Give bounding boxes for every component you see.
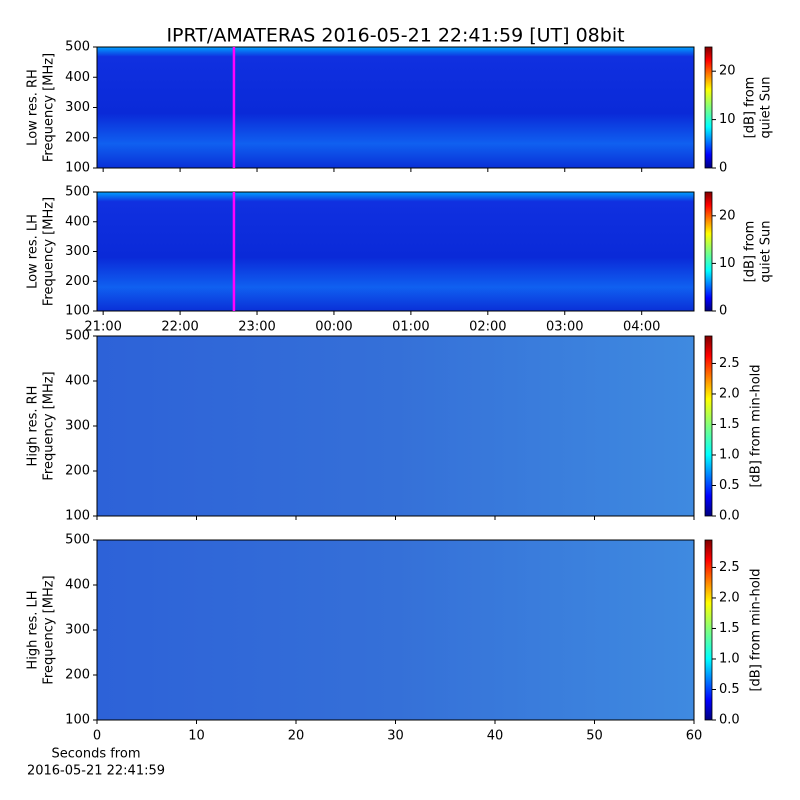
colorbar-tick-label: 0.5 [719,478,740,493]
spectrogram-image [97,192,694,311]
y-tick-label: 500 [65,185,90,200]
colorbar-tick-label: 1.0 [719,651,740,666]
y-tick-label: 400 [65,374,90,389]
x-axis-label: 2016-05-21 22:41:59 [27,764,165,779]
y-axis-label: Frequency [MHz] [42,575,57,684]
y-tick-label: 300 [65,100,90,115]
y-tick-label: 200 [65,464,90,479]
y-tick-label: 200 [65,668,90,683]
y-axis-label: Low res. RH [26,69,41,146]
y-axis-label: High res. LH [26,590,41,669]
x-tick-label: 40 [487,729,504,744]
colorbar-label: quiet Sun [759,76,774,138]
colorbar-label: [dB] from min-hold [749,364,764,487]
y-axis-label: Frequency [MHz] [42,197,57,306]
colorbar-tick-label: 0.5 [719,682,740,697]
y-tick-label: 400 [65,578,90,593]
x-tick-label: 04:00 [623,320,660,335]
y-tick-label: 200 [65,274,90,289]
x-tick-label: 20 [288,729,305,744]
x-tick-label: 60 [686,729,703,744]
chart-title: IPRT/AMATERAS 2016-05-21 22:41:59 [UT] 0… [166,25,624,47]
y-tick-label: 500 [65,40,90,55]
colorbar-tick-label: 2.0 [719,590,740,605]
y-axis-label: Low res. LH [26,214,41,289]
colorbar-tick-label: 1.5 [719,417,740,432]
y-axis-label: Frequency [MHz] [42,53,57,162]
spectrogram-image [97,336,694,516]
colorbar-tick-label: 10 [719,112,736,127]
x-tick-label: 00:00 [315,320,352,335]
colorbar-label: [dB] from [743,77,758,139]
x-tick-label: 10 [188,729,205,744]
colorbar-tick-label: 2.0 [719,386,740,401]
colorbar-tick-label: 1.0 [719,447,740,462]
y-axis-label: Frequency [MHz] [42,371,57,480]
y-tick-label: 100 [65,161,90,176]
y-axis-label: High res. RH [26,386,41,467]
colorbar-tick-label: 0 [719,304,727,319]
y-tick-label: 100 [65,509,90,524]
colorbar-label: quiet Sun [759,220,774,282]
colorbar-tick-label: 0.0 [719,713,740,728]
colorbar-tick-label: 20 [719,208,736,223]
y-tick-label: 100 [65,713,90,728]
y-tick-label: 300 [65,623,90,638]
x-axis-label: Seconds from [51,747,140,762]
y-tick-label: 100 [65,304,90,319]
x-tick-label: 21:00 [84,320,121,335]
colorbar [704,191,713,312]
colorbar-tick-label: 2.5 [719,560,740,575]
colorbar [704,335,713,517]
x-tick-label: 22:00 [161,320,198,335]
spectrogram-image [97,540,694,720]
colorbar-tick-label: 0.0 [719,509,740,524]
y-tick-label: 400 [65,70,90,85]
colorbar-tick-label: 20 [719,64,736,79]
x-tick-label: 50 [586,729,603,744]
y-tick-label: 500 [65,533,90,548]
y-tick-label: 400 [65,214,90,229]
colorbar-label: [dB] from min-hold [749,568,764,691]
colorbar-label: [dB] from [743,221,758,283]
x-tick-label: 03:00 [546,320,583,335]
x-tick-label: 02:00 [469,320,506,335]
colorbar-tick-label: 2.5 [719,356,740,371]
x-tick-label: 30 [387,729,404,744]
panels: IPRT/AMATERAS 2016-05-21 22:41:59 [UT] 0… [26,25,774,779]
x-tick-label: 23:00 [238,320,275,335]
colorbar-tick-label: 0 [719,161,727,176]
y-tick-label: 300 [65,244,90,259]
y-tick-label: 300 [65,419,90,434]
x-tick-label: 0 [93,729,101,744]
colorbar [704,539,713,721]
colorbar-tick-label: 1.5 [719,621,740,636]
x-tick-label: 01:00 [392,320,429,335]
y-tick-label: 500 [65,329,90,344]
colorbar-tick-label: 10 [719,256,736,271]
spectrogram-image [97,47,694,168]
colorbar [704,46,713,169]
y-tick-label: 200 [65,130,90,145]
